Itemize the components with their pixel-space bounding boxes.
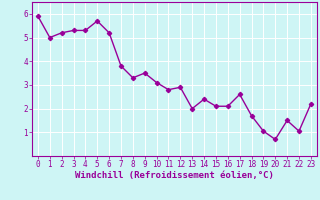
X-axis label: Windchill (Refroidissement éolien,°C): Windchill (Refroidissement éolien,°C) (75, 171, 274, 180)
